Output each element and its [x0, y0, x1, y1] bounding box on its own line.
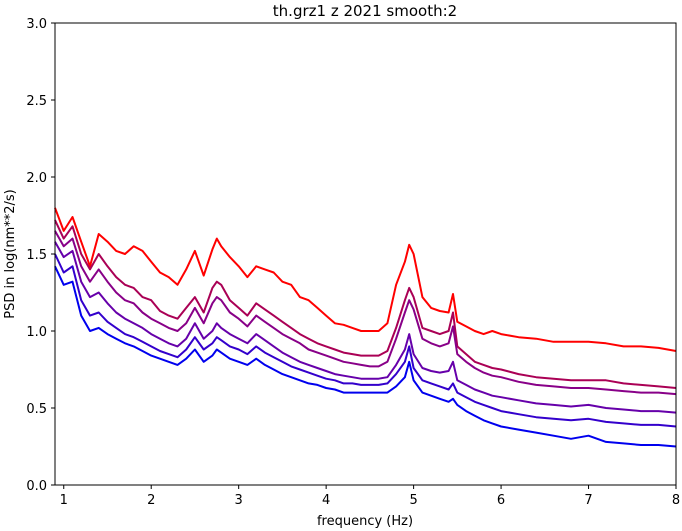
series-line-3 [54, 230, 677, 396]
y-tick-label: 2.0 [26, 171, 47, 186]
series-line-6 [54, 265, 677, 448]
y-axis-title: PSD in log(nm**2/s) [3, 189, 18, 319]
y-tick-label: 0.0 [26, 479, 47, 494]
series-layer [54, 207, 677, 448]
series-line-2 [54, 219, 677, 389]
x-axis: 1 2 3 4 5 6 7 8 [60, 485, 680, 508]
y-tick-label: 1.0 [26, 325, 47, 340]
x-axis-title: frequency (Hz) [317, 514, 413, 529]
x-tick-label: 1 [60, 493, 68, 508]
y-tick-label: 0.5 [26, 402, 47, 417]
x-tick-label: 2 [147, 493, 155, 508]
y-tick-label: 3.0 [26, 17, 47, 32]
y-tick-label: 2.5 [26, 94, 47, 109]
series-line-5 [54, 253, 677, 428]
chart-title: th.grz1 z 2021 smooth:2 [273, 2, 457, 20]
x-tick-label: 6 [497, 493, 505, 508]
series-line-1 [54, 207, 677, 352]
x-tick-label: 4 [322, 493, 330, 508]
series-line-4 [54, 241, 677, 414]
x-tick-label: 8 [672, 493, 680, 508]
y-axis: 0.0 0.5 1.0 1.5 2.0 2.5 3.0 [26, 17, 55, 494]
x-tick-label: 3 [235, 493, 243, 508]
x-tick-label: 7 [584, 493, 592, 508]
y-tick-label: 1.5 [26, 248, 47, 263]
x-tick-label: 5 [409, 493, 417, 508]
